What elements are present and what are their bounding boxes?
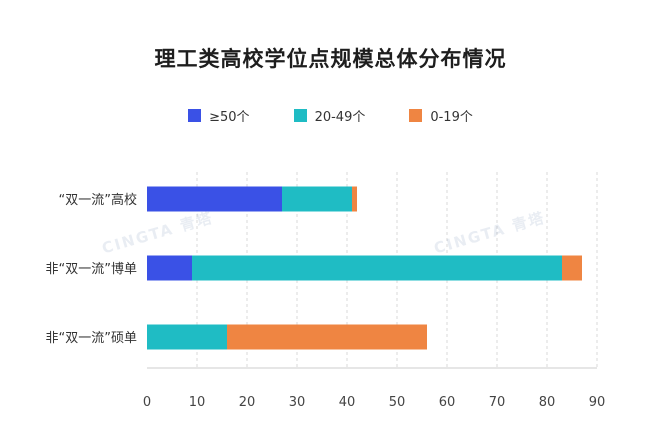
x-tick-label: 40	[339, 395, 356, 410]
x-tick-label: 60	[439, 395, 456, 410]
x-tick-label: 50	[389, 395, 406, 410]
bar-segment	[147, 255, 192, 281]
label-layer: 0 10 20 30 40 50 60 70 80 90 “双一流”高校非“双一流”博单非“双一流”…	[46, 192, 606, 410]
x-tick-label: 80	[539, 395, 556, 410]
x-tick-label: 10	[189, 395, 206, 410]
bar-segment	[562, 255, 582, 281]
legend-swatch-1	[188, 109, 202, 122]
bar-segment	[282, 186, 352, 212]
category-label: “双一流”高校	[59, 192, 137, 208]
x-tick-label: 30	[289, 395, 306, 410]
x-tick-label: 0	[143, 395, 151, 410]
bar-layer	[147, 186, 582, 350]
legend: ≥50个 20-49个 0-19个	[0, 106, 661, 125]
x-tick-label: 70	[489, 395, 506, 410]
chart-title: 理工类高校学位点规模总体分布情况	[154, 47, 507, 71]
bar-segment	[192, 255, 562, 281]
x-tick-label: 20	[239, 395, 256, 410]
bar-segment	[147, 186, 282, 212]
bar-segment	[147, 324, 227, 350]
category-label: 非“双一流”硕单	[46, 331, 137, 346]
category-label: 非“双一流”博单	[46, 262, 137, 277]
bar-segment	[227, 324, 427, 350]
legend-swatch-2	[293, 109, 307, 122]
legend-item-1: ≥50个	[188, 106, 250, 125]
legend-item-3: 0-19个	[409, 106, 473, 125]
legend-label-3: 0-19个	[430, 110, 473, 125]
legend-item-2: 20-49个	[293, 106, 366, 125]
legend-label-2: 20-49个	[314, 110, 366, 125]
legend-swatch-3	[409, 109, 423, 122]
bar-segment	[352, 186, 357, 212]
legend-label-1: ≥50个	[209, 110, 250, 125]
x-tick-label: 90	[589, 395, 606, 410]
